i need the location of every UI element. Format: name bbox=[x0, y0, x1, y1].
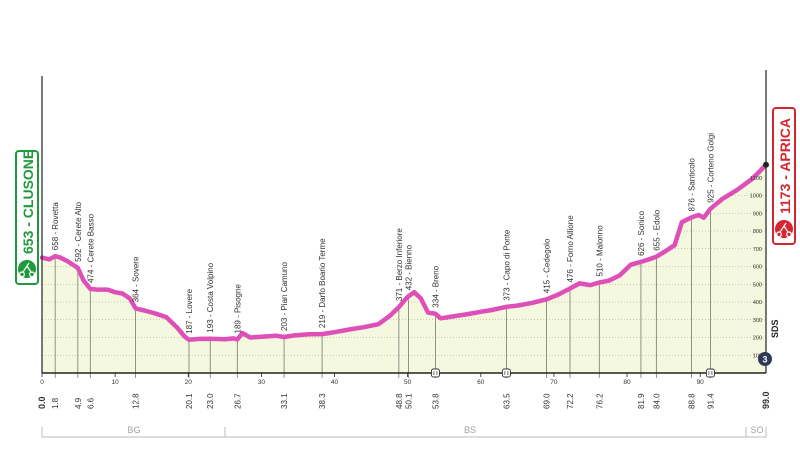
km-label: 53.8 bbox=[431, 393, 440, 409]
km-label: 26.7 bbox=[233, 393, 242, 409]
feed-zone-icon bbox=[430, 368, 440, 378]
marker-layer bbox=[430, 368, 715, 378]
x-tick-label: 60 bbox=[477, 379, 485, 386]
cyclist-icon-glyph bbox=[19, 262, 35, 278]
km-label: 33.1 bbox=[280, 393, 289, 409]
cyclist-icon bbox=[18, 260, 36, 278]
km-label: 20.1 bbox=[185, 393, 194, 409]
y-tick-label: 1100 bbox=[750, 176, 762, 182]
category-number: 3 bbox=[762, 355, 767, 365]
y-tick-label: 300 bbox=[753, 318, 762, 324]
km-label: 6.6 bbox=[86, 397, 95, 409]
marker-box bbox=[705, 368, 715, 378]
region-label-so: SO bbox=[750, 425, 763, 435]
annotation-drop-lines bbox=[54, 206, 711, 378]
place-label: 476 - Forno Allione bbox=[566, 215, 575, 283]
y-tick-label: 1000 bbox=[750, 194, 762, 200]
y-tick-label: 900 bbox=[753, 211, 762, 217]
x-tick-label: 0 bbox=[40, 379, 44, 386]
y-tick-label: 800 bbox=[753, 229, 762, 235]
place-label: 373 - Capo di Ponte bbox=[502, 229, 511, 301]
intermediate-sprint-icon bbox=[705, 368, 715, 378]
place-label: 334 - Breno bbox=[431, 265, 440, 307]
km-label: 63.5 bbox=[502, 393, 511, 409]
km-label: 84.0 bbox=[652, 393, 661, 409]
climb-category-3 bbox=[758, 352, 772, 366]
y-tick-label: 600 bbox=[753, 265, 762, 271]
km-label: 4.9 bbox=[74, 397, 83, 409]
place-label: 193 - Costa Volpino bbox=[206, 262, 215, 332]
region-label-bg: BG bbox=[127, 425, 140, 435]
place-label: 925 - Corteno Golgi bbox=[706, 133, 715, 203]
y-tick-label: 700 bbox=[753, 247, 762, 253]
place-label: 658 - Rovetta bbox=[51, 202, 60, 251]
x-tick-label: 40 bbox=[331, 379, 339, 386]
place-label: 876 - Santicolo bbox=[687, 158, 696, 212]
elevation-profile-line bbox=[39, 162, 769, 343]
place-label: 187 - Lovere bbox=[185, 288, 194, 333]
place-label: 189 - Pisogne bbox=[233, 284, 242, 334]
x-tick-label: 30 bbox=[258, 379, 266, 386]
marker-box bbox=[501, 368, 511, 378]
sds-label: SDS bbox=[770, 319, 780, 338]
profile-area bbox=[42, 164, 766, 373]
x-tick-label: 90 bbox=[697, 379, 705, 386]
km-label: 50.1 bbox=[404, 393, 413, 409]
cyclist-icon bbox=[775, 220, 793, 238]
start-badge: 653 - CLUSONE bbox=[15, 150, 39, 285]
place-label: 626 - Sonico bbox=[637, 210, 646, 255]
km-label: 1.8 bbox=[51, 397, 60, 409]
x-tick-label: 70 bbox=[550, 379, 558, 386]
start-km-label: 0.0 bbox=[37, 396, 47, 409]
place-label: 203 - Pian Camuno bbox=[280, 262, 289, 331]
km-label: 38.3 bbox=[318, 393, 327, 409]
finish-km-label: 99.0 bbox=[761, 391, 771, 409]
place-label: 364 - Sovere bbox=[132, 256, 141, 302]
annotation-labels: 658 - Rovetta 1.8 592 - Cerete Alto 4.9 474 … bbox=[51, 133, 715, 409]
place-label: 655 - Edolo bbox=[652, 209, 661, 250]
km-label: 69.0 bbox=[543, 393, 552, 409]
x-tick-label: 80 bbox=[623, 379, 631, 386]
y-tick-label: 400 bbox=[753, 300, 762, 306]
y-tick-label: 100 bbox=[753, 353, 762, 359]
marker-box bbox=[430, 368, 440, 378]
axis-layer: 100 200 300 400 500 600 700 800 900 1000 1100 0 10 20… bbox=[37, 70, 771, 409]
place-label: 474 - Cerete Basso bbox=[86, 213, 95, 282]
km-label: 81.9 bbox=[637, 393, 646, 409]
finish-label: 1173 - APRICA bbox=[777, 118, 793, 214]
place-label: 219 - Darfo Boario Terme bbox=[318, 238, 327, 328]
km-label: 88.8 bbox=[687, 393, 696, 409]
region-bar: BG BS SO bbox=[41, 425, 767, 438]
start-badge-frame bbox=[15, 150, 39, 285]
km-label: 72.2 bbox=[566, 393, 575, 409]
x-tick-label: 20 bbox=[185, 379, 193, 386]
km-label: 76.2 bbox=[595, 393, 604, 409]
feed-zone-icon bbox=[501, 368, 511, 378]
km-label: 91.4 bbox=[706, 393, 715, 409]
profile-fill-layer bbox=[42, 164, 766, 373]
finish-badge: 1173 - APRICA bbox=[772, 107, 796, 245]
km-label: 23.0 bbox=[206, 393, 215, 409]
km-label: 12.8 bbox=[132, 393, 141, 409]
cyclist-icon-glyph bbox=[776, 222, 792, 238]
y-tick-label: 500 bbox=[753, 282, 762, 288]
place-label: 415 - Cedegolo bbox=[543, 238, 552, 293]
place-label: 510 - Malonno bbox=[595, 225, 604, 277]
start-label: 653 - CLUSONE bbox=[20, 150, 36, 254]
place-label: 371 - Berzo Inferiore bbox=[395, 228, 404, 301]
region-label-bs: BS bbox=[464, 425, 476, 435]
x-tick-label: 50 bbox=[404, 379, 412, 386]
finish-badge-frame bbox=[772, 107, 796, 245]
km-label: 48.8 bbox=[395, 393, 404, 409]
place-label: 432 - Bienno bbox=[404, 244, 413, 290]
y-tick-label: 200 bbox=[753, 336, 762, 342]
place-label: 592 - Cerete Alto bbox=[74, 201, 83, 262]
x-tick-label: 10 bbox=[112, 379, 120, 386]
